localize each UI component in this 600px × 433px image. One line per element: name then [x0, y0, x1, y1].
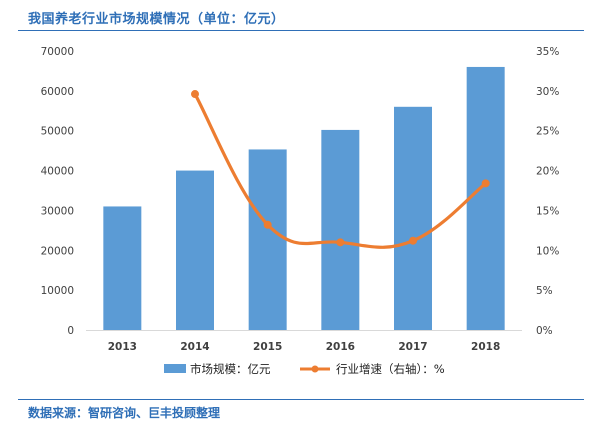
y-left-tick-label: 10000 [41, 285, 74, 297]
bar-2015 [248, 149, 287, 330]
growth-line-series [191, 90, 490, 249]
chart-title: 我国养老行业市场规模情况（单位：亿元） [28, 12, 285, 27]
x-tick-label: 2014 [180, 341, 209, 353]
x-tick-label: 2016 [326, 341, 355, 353]
y-left-tick-label: 40000 [41, 166, 74, 178]
growth-point-2017 [409, 236, 417, 245]
y-right-tick-label: 0% [536, 325, 553, 337]
legend-bar-label: 市场规模：亿元 [190, 362, 271, 376]
x-axis: 2013 2014 2015 2016 2017 2018 [108, 341, 501, 353]
y-right-tick-label: 25% [536, 126, 559, 138]
footer-divider [18, 399, 584, 400]
y-right-axis: 0% 5% 10% 15% 20% 25% 30% 35% [536, 46, 559, 337]
growth-point-2016 [336, 238, 345, 247]
x-tick-label: 2017 [398, 341, 427, 353]
chart-canvas: 0 10000 20000 30000 40000 50000 60000 70000 0% 5… [41, 46, 560, 376]
growth-point-2015 [263, 220, 272, 229]
bar-2014 [176, 170, 214, 330]
growth-line [193, 92, 488, 249]
y-left-tick-label: 0 [67, 325, 74, 337]
title-divider [18, 30, 584, 31]
x-tick-label: 2013 [108, 341, 137, 353]
x-tick-label: 2018 [471, 341, 500, 353]
x-tick-label: 2015 [253, 341, 282, 353]
legend-line-marker [311, 365, 319, 373]
y-left-tick-label: 70000 [41, 46, 74, 58]
y-right-tick-label: 10% [536, 245, 559, 257]
y-left-axis: 0 10000 20000 30000 40000 50000 60000 70000 [41, 46, 74, 337]
y-right-tick-label: 15% [536, 205, 559, 217]
y-left-tick-label: 50000 [41, 126, 74, 138]
y-right-tick-label: 5% [536, 285, 553, 297]
legend-bar-swatch [164, 364, 186, 373]
growth-point-2014 [191, 90, 199, 99]
y-right-tick-label: 20% [536, 166, 559, 178]
legend-line-label: 行业增速（右轴）：% [336, 362, 445, 376]
bar-2017 [394, 106, 432, 330]
growth-point-2018 [481, 179, 490, 188]
y-right-tick-label: 30% [536, 86, 559, 98]
y-left-tick-label: 30000 [41, 205, 74, 217]
legend: 市场规模：亿元 行业增速（右轴）：% [164, 362, 445, 376]
source-note: 数据来源：智研咨询、巨丰投顾整理 [28, 406, 221, 420]
y-left-tick-label: 20000 [41, 245, 74, 257]
y-left-tick-label: 60000 [41, 86, 74, 98]
bar-series [103, 66, 505, 330]
bar-2016 [321, 129, 360, 330]
bar-2018 [466, 66, 505, 330]
bar-2013 [103, 206, 142, 330]
y-right-tick-label: 35% [536, 46, 559, 58]
